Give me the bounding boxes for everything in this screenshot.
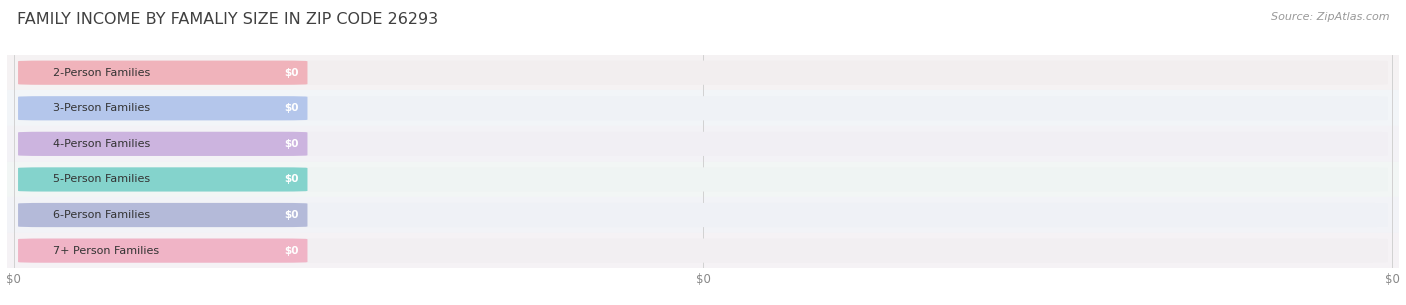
Bar (7, 162, 1399, 197)
Text: $0: $0 (284, 103, 299, 113)
FancyBboxPatch shape (18, 96, 1388, 120)
Text: 3-Person Families: 3-Person Families (52, 103, 149, 113)
Text: 6-Person Families: 6-Person Families (52, 210, 149, 220)
FancyBboxPatch shape (18, 132, 308, 156)
Bar (7, 55, 1399, 91)
FancyBboxPatch shape (18, 203, 1388, 227)
FancyBboxPatch shape (18, 96, 308, 120)
Text: Source: ZipAtlas.com: Source: ZipAtlas.com (1271, 12, 1389, 22)
Text: $0: $0 (284, 174, 299, 185)
Bar (7, 91, 1399, 126)
FancyBboxPatch shape (18, 239, 1388, 263)
Bar (7, 126, 1399, 162)
Text: FAMILY INCOME BY FAMALIY SIZE IN ZIP CODE 26293: FAMILY INCOME BY FAMALIY SIZE IN ZIP COD… (17, 12, 439, 27)
Text: $0: $0 (284, 246, 299, 256)
FancyBboxPatch shape (18, 167, 308, 192)
Text: 2-Person Families: 2-Person Families (52, 68, 150, 78)
Text: 5-Person Families: 5-Person Families (52, 174, 149, 185)
FancyBboxPatch shape (18, 167, 1388, 192)
FancyBboxPatch shape (18, 132, 1388, 156)
Text: 4-Person Families: 4-Person Families (52, 139, 150, 149)
FancyBboxPatch shape (18, 61, 1388, 85)
FancyBboxPatch shape (18, 239, 308, 263)
Text: $0: $0 (284, 210, 299, 220)
Text: 7+ Person Families: 7+ Person Families (52, 246, 159, 256)
FancyBboxPatch shape (18, 61, 308, 85)
Bar (7, 197, 1399, 233)
Text: $0: $0 (284, 68, 299, 78)
Text: $0: $0 (284, 139, 299, 149)
Bar (7, 233, 1399, 268)
FancyBboxPatch shape (18, 203, 308, 227)
